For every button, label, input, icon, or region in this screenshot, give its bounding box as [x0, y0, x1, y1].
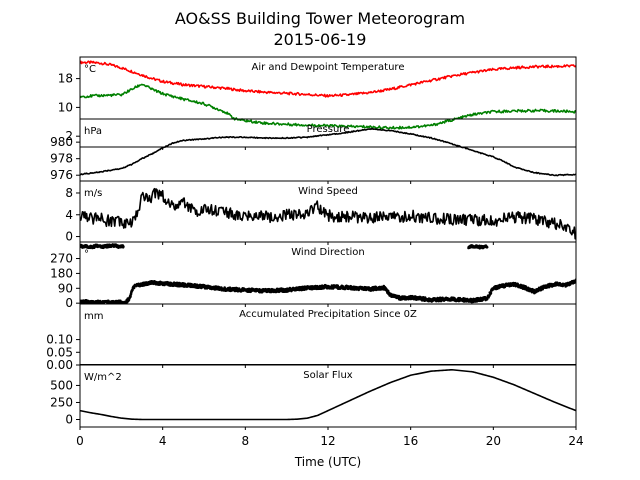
panel-wind-speed: 0 4 8 Wind Speed m/s — [65, 180, 577, 245]
panel-solar-flux: 0 250 500 Solar Flux W/m^2 — [50, 364, 577, 430]
temperature-ytick-label: 10 — [58, 100, 73, 114]
precipitation-ytick-label: 0.00 — [46, 358, 73, 372]
figure-title-line2: 2015-06-19 — [274, 30, 367, 49]
temperature-data — [80, 60, 576, 130]
wind-direction-ytick-label: 0 — [65, 296, 73, 310]
figure-title-line1: AO&SS Building Tower Meteorogram — [175, 9, 465, 28]
wind-speed-title: Wind Speed — [298, 186, 358, 197]
wind-speed-series-0 — [80, 187, 576, 240]
pressure-series-0 — [80, 127, 576, 177]
solar-flux-unit: W/m^2 — [84, 372, 122, 383]
x-axis: 0 4 8 12 16 20 24 — [76, 434, 583, 448]
precipitation-ytick-label: 0.10 — [46, 333, 73, 347]
xtick-label: 20 — [486, 434, 501, 448]
temperature-ytick-label: 18 — [58, 72, 73, 86]
wind-speed-unit: m/s — [84, 188, 102, 199]
wind-direction-ytick-label: 90 — [58, 281, 73, 295]
solar-flux-ytick-label: 250 — [50, 395, 73, 409]
solar-flux-ytick-label: 0 — [65, 413, 73, 427]
solar-flux-ytick-label: 500 — [50, 378, 73, 392]
wind-direction-point — [485, 245, 489, 249]
xtick-label: 24 — [568, 434, 583, 448]
wind-direction-series-1 — [80, 278, 576, 304]
wind-speed-ytick-label: 0 — [65, 230, 73, 244]
xtick-label: 4 — [159, 434, 167, 448]
wind-direction-ytick-label: 180 — [50, 266, 73, 280]
pressure-ytick-label: 980 — [50, 135, 73, 149]
wind-direction-unit: ° — [84, 249, 89, 260]
pressure-ytick-label: 976 — [50, 168, 73, 182]
panel-precipitation: 0.000.050.10 Accumulated Precipitation Si… — [46, 303, 577, 372]
wind-direction-point — [122, 245, 125, 248]
wind-direction-point — [129, 295, 132, 298]
panel-temperature: 2 10 18 Air and Dewpoint Temperature °C — [58, 56, 577, 150]
wind-direction-ytick-label: 270 — [50, 252, 73, 266]
temperature-ytick-label: 2 — [65, 129, 73, 143]
wind-direction-title: Wind Direction — [291, 247, 365, 258]
pressure-title: Pressure — [307, 124, 350, 135]
pressure-data — [80, 127, 576, 177]
wind-speed-ytick-label: 8 — [65, 186, 73, 200]
x-axis-label: Time (UTC) — [294, 455, 361, 469]
xtick-label: 12 — [320, 434, 335, 448]
temperature-unit: °C — [84, 64, 96, 75]
solar-flux-data — [80, 368, 576, 421]
wind-direction-point — [489, 291, 493, 295]
wind-direction-series-0 — [80, 243, 489, 250]
xtick-label: 16 — [403, 434, 418, 448]
wind-direction-data — [80, 243, 576, 304]
xtick-label: 8 — [242, 434, 250, 448]
temperature-title: Air and Dewpoint Temperature — [252, 62, 405, 73]
temperature-series-1 — [80, 83, 576, 130]
solar-flux-series-0 — [80, 368, 576, 421]
precipitation-unit: mm — [84, 311, 103, 322]
pressure-unit: hPa — [84, 126, 102, 137]
panel-pressure: 976 978 980 Pressure hPa — [50, 118, 577, 184]
wind-speed-ytick-label: 4 — [65, 208, 73, 222]
solar-flux-title: Solar Flux — [303, 370, 353, 381]
pressure-ytick-label: 978 — [50, 152, 73, 166]
precipitation-ytick-label: 0.05 — [46, 345, 73, 359]
wind-speed-data — [80, 187, 576, 240]
wind-direction-point — [336, 284, 340, 287]
temperature-series-0 — [80, 60, 576, 98]
xtick-label: 0 — [76, 434, 84, 448]
precipitation-title: Accumulated Precipitation Since 0Z — [239, 309, 417, 320]
